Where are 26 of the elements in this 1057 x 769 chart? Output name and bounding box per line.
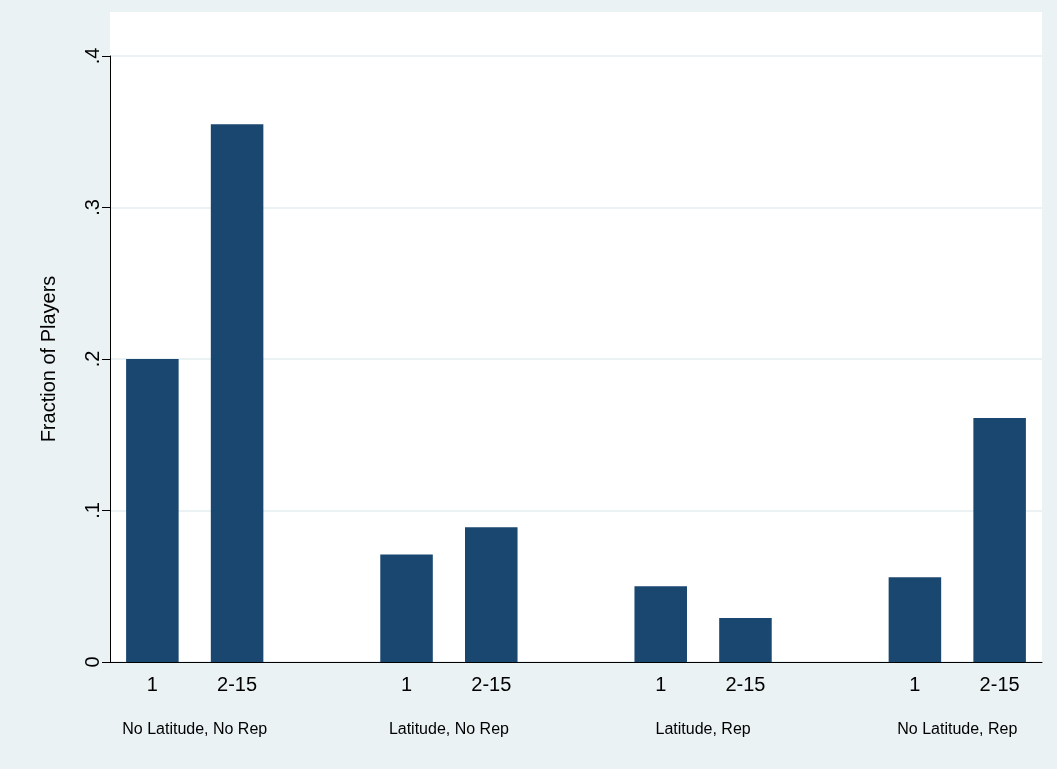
x-tick-label: 2-15	[725, 673, 766, 695]
y-tick-label: .1	[81, 502, 103, 519]
y-tick-label: .4	[81, 47, 103, 65]
bar	[126, 359, 179, 662]
x-tick-label: 2-15	[979, 673, 1020, 695]
y-tick-label: 0	[81, 656, 103, 668]
y-tick-label: .2	[81, 350, 103, 368]
bar	[719, 618, 772, 662]
bar	[634, 586, 687, 662]
y-tick-label: .3	[81, 199, 103, 216]
x-tick-label: 1	[146, 673, 158, 695]
bar	[210, 124, 264, 662]
bar	[888, 577, 942, 662]
x-tick-label: 2-15	[217, 673, 258, 695]
bar	[380, 554, 433, 662]
text: No Latitude, Rep	[897, 719, 1018, 737]
text: Latitude, No Rep	[388, 719, 510, 737]
bar	[973, 418, 1026, 662]
x-tick-label: 2-15	[471, 673, 512, 695]
y-axis-title: Fraction of Players	[37, 275, 59, 443]
text: Latitude, Rep	[655, 719, 751, 737]
x-tick-label: 1	[909, 673, 921, 695]
text: No Latitude, No Rep	[122, 719, 268, 737]
x-tick-label: 1	[400, 673, 413, 695]
x-tick-label: 1	[655, 673, 667, 695]
bar	[465, 527, 518, 662]
